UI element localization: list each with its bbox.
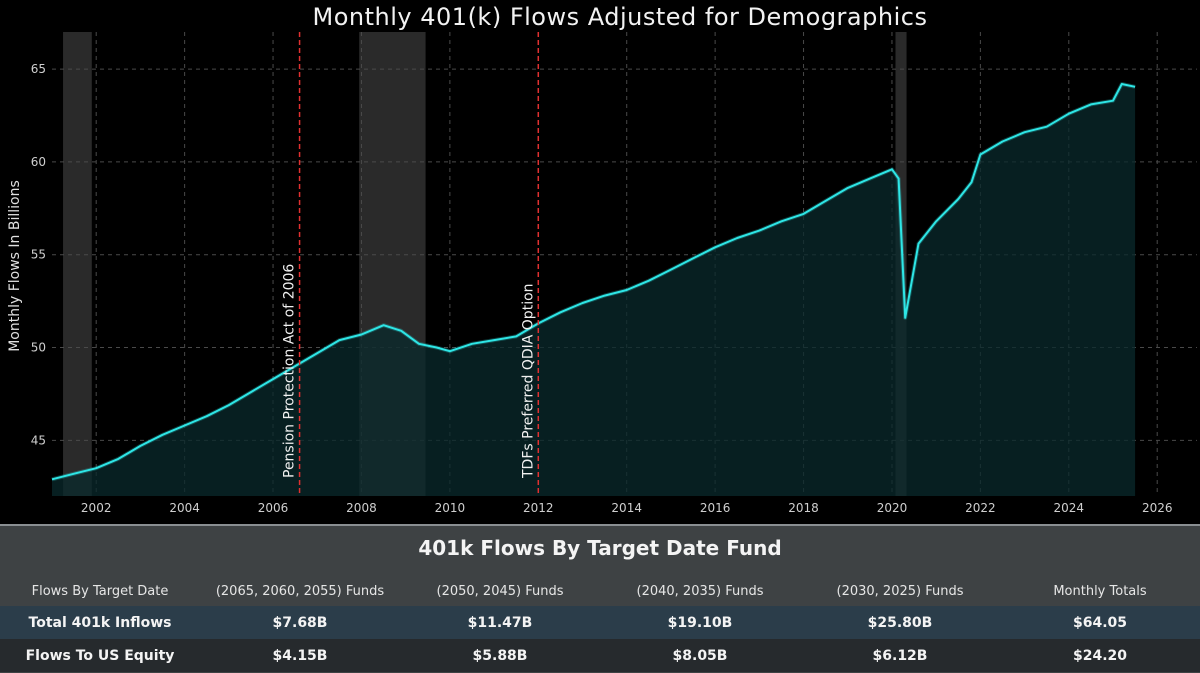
table-cell: $6.12B	[800, 639, 1000, 672]
flows-chart: Pension Protection Act of 2006 TDFs Prefe…	[7, 3, 1197, 515]
table-row-total-inflows: Total 401k Inflows $7.68B $11.47B $19.10…	[0, 606, 1200, 639]
x-tick-label-2006: 2006	[258, 501, 289, 515]
header-2065-2055-funds: (2065, 2060, 2055) Funds	[200, 576, 400, 606]
table-cell: $5.88B	[400, 639, 600, 672]
table-title: 401k Flows By Target Date Fund	[418, 536, 782, 560]
table-cell-total: $24.20	[1000, 639, 1200, 672]
y-tick-label-55: 55	[31, 248, 46, 262]
x-tick-label-2020: 2020	[877, 501, 908, 515]
table-cell: $4.15B	[200, 639, 400, 672]
y-tick-label-45: 45	[31, 433, 46, 447]
series-line	[51, 83, 1136, 481]
x-tick-label-2010: 2010	[435, 501, 466, 515]
row-label: Flows To US Equity	[0, 639, 200, 672]
x-tick-label-2026: 2026	[1142, 501, 1173, 515]
chart-title: Monthly 401(k) Flows Adjusted for Demogr…	[313, 3, 928, 31]
area-fill-layer	[51, 82, 1136, 496]
header-2030-2025-funds: (2030, 2025) Funds	[800, 576, 1000, 606]
row-label: Total 401k Inflows	[0, 606, 200, 639]
table-cell: $25.80B	[800, 606, 1000, 639]
table-row-us-equity: Flows To US Equity $4.15B $5.88B $8.05B …	[0, 639, 1200, 672]
header-monthly-totals: Monthly Totals	[1000, 576, 1200, 606]
x-tick-label-2004: 2004	[169, 501, 200, 515]
chart-area: Pension Protection Act of 2006 TDFs Prefe…	[7, 3, 1197, 515]
x-tick-label-2014: 2014	[611, 501, 642, 515]
series-area-fill	[52, 84, 1136, 496]
annotation-lines: Pension Protection Act of 2006 TDFs Prefe…	[282, 32, 540, 496]
table-cell: $19.10B	[600, 606, 800, 639]
recession-band-0	[63, 32, 92, 496]
header-flows-by-target-date: Flows By Target Date	[0, 576, 200, 606]
target-date-table-panel: 401k Flows By Target Date Fund Flows By …	[0, 524, 1200, 673]
x-tick-label-2022: 2022	[965, 501, 996, 515]
x-tick-label-2012: 2012	[523, 501, 554, 515]
annotation-label-1: TDFs Preferred QDIA Option	[520, 283, 536, 479]
header-2050-2045-funds: (2050, 2045) Funds	[400, 576, 600, 606]
table-cell-total: $64.05	[1000, 606, 1200, 639]
x-tick-label-2018: 2018	[788, 501, 819, 515]
x-tick-label-2024: 2024	[1054, 501, 1085, 515]
table-header-row: Flows By Target Date (2065, 2060, 2055) …	[0, 576, 1200, 606]
x-tick-label-2002: 2002	[81, 501, 112, 515]
table-cell: $7.68B	[200, 606, 400, 639]
flows-table: Flows By Target Date (2065, 2060, 2055) …	[0, 576, 1200, 672]
table-cell: $8.05B	[600, 639, 800, 672]
table-cell: $11.47B	[400, 606, 600, 639]
y-tick-label-60: 60	[31, 155, 46, 169]
x-tick-label-2008: 2008	[346, 501, 377, 515]
y-tick-label-65: 65	[31, 62, 46, 76]
y-tick-label-50: 50	[31, 341, 46, 355]
y-axis-label: Monthly Flows In Billions	[7, 180, 23, 352]
annotation-label-0: Pension Protection Act of 2006	[282, 264, 298, 478]
header-2040-2035-funds: (2040, 2035) Funds	[600, 576, 800, 606]
axes: 45 50 55 60 65 2002 2004 2006 2008 2010 2012 2014 20…	[31, 62, 1173, 515]
x-tick-label-2016: 2016	[700, 501, 731, 515]
